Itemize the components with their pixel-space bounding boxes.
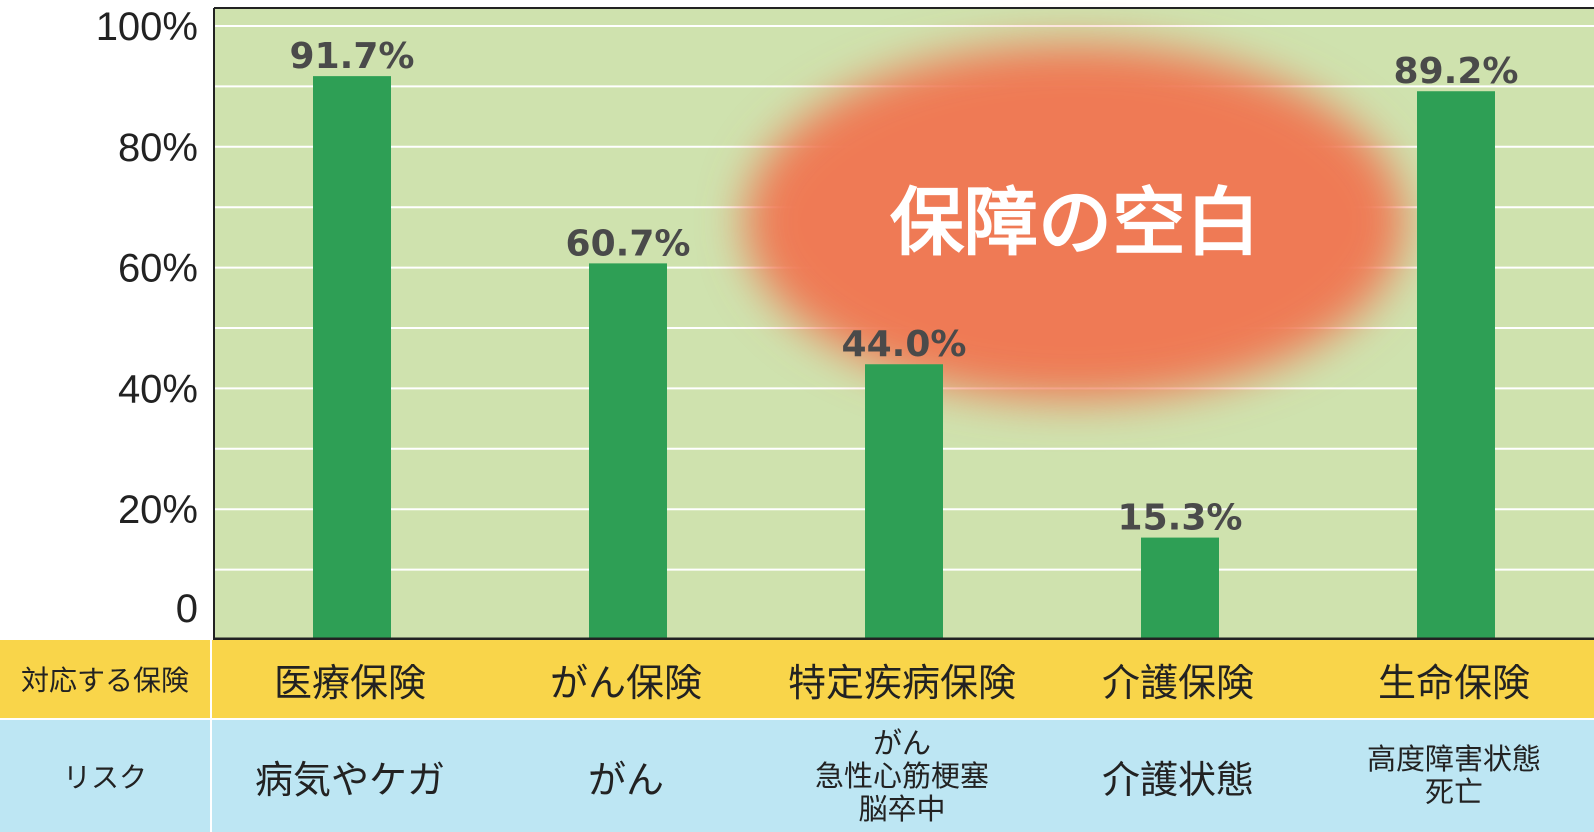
bar-1 — [313, 76, 391, 640]
y-tick-label-0: 0 — [176, 587, 198, 631]
bar-2 — [589, 263, 667, 640]
y-tick-label-80-: 80% — [118, 126, 198, 170]
bar-4 — [1141, 537, 1219, 640]
insurance-cell-medical: 医療保険 — [273, 660, 426, 705]
data-labels: 91.7% 60.7% 44.0% 15.3% 89.2% — [290, 36, 1519, 538]
y-axis-ticks: 0 20% 40% 60% 80% 100% — [96, 5, 198, 631]
bars — [313, 76, 1495, 640]
insurance-cell-critical-illness: 特定疾病保険 — [787, 660, 1016, 705]
data-label-4: 15.3% — [1118, 498, 1243, 539]
data-label-3: 44.0% — [842, 324, 967, 365]
risk-cell-critical-illness: がん 急性心筋梗塞 脳卒中 — [814, 725, 989, 826]
bar-chart: 保障の空白 91.7% 60.7% 44.0% 15.3% 89.2% 0 20% 40% 6… — [96, 5, 1594, 640]
insurance-row: 対応する保険 医療保険 がん保険 特定疾病保険 介護保険 生命保険 — [0, 640, 1594, 718]
risk-row-header: リスク — [0, 720, 212, 832]
y-tick-label-60-: 60% — [118, 247, 198, 291]
coverage-gap-highlight — [745, 44, 1405, 400]
risk-cell-nursing-care: 介護状態 — [1101, 757, 1254, 802]
coverage-gap-label: 保障の空白 — [890, 180, 1260, 266]
insurance-cell-nursing-care: 介護保険 — [1101, 660, 1254, 705]
insurance-cell-life: 生命保険 — [1377, 660, 1530, 705]
bar-5 — [1417, 91, 1495, 640]
risk-cell-death-disability: 高度障害状態 死亡 — [1366, 742, 1541, 809]
y-tick-label-20-: 20% — [118, 488, 198, 532]
bar-3 — [865, 364, 943, 640]
risk-cell-cancer: がん — [587, 757, 664, 802]
insurance-row-header: 対応する保険 — [0, 640, 212, 718]
y-tick-label-40-: 40% — [118, 367, 198, 411]
data-label-2: 60.7% — [566, 223, 691, 264]
insurance-cell-cancer: がん保険 — [549, 660, 702, 705]
data-label-1: 91.7% — [290, 36, 415, 77]
y-tick-label-100-: 100% — [96, 5, 198, 49]
risk-cell-illness-injury: 病気やケガ — [254, 757, 445, 802]
data-label-5: 89.2% — [1394, 51, 1519, 92]
risk-row: リスク 病気やケガ がん がん 急性心筋梗塞 脳卒中 介護状態 高度障害状態 死… — [0, 720, 1594, 832]
